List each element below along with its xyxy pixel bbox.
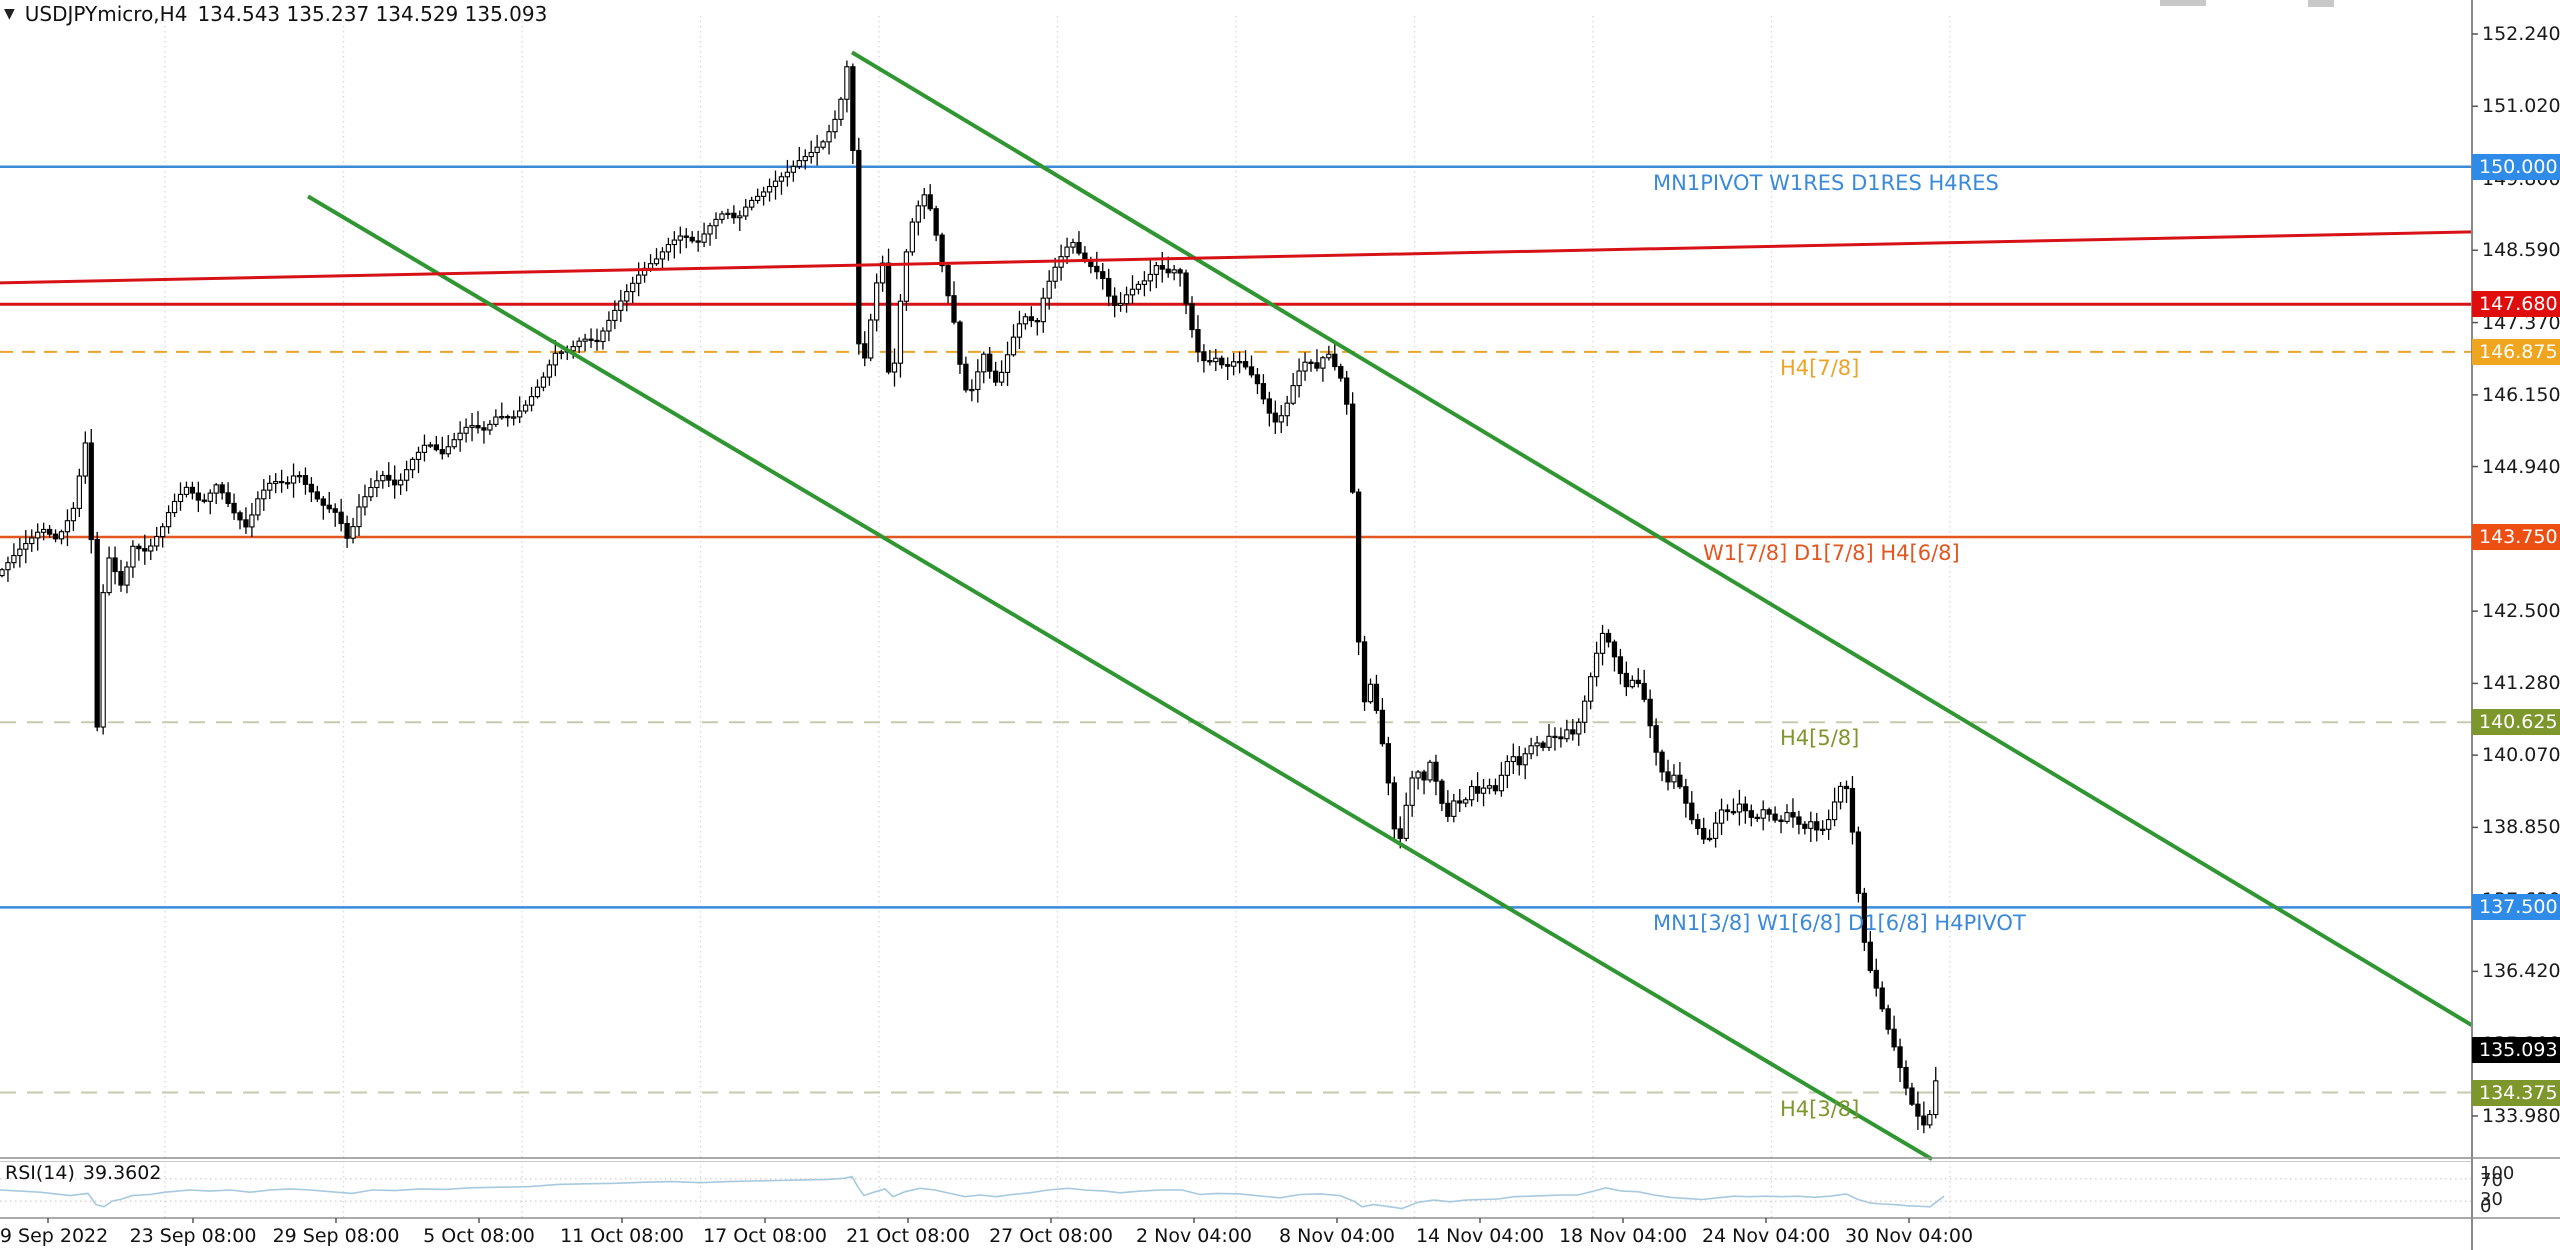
rsi-indicator-label: RSI(14) 39.3602: [5, 1162, 161, 1184]
price-tick-label: 144.940: [2482, 455, 2560, 478]
rsi-line: [0, 1175, 1945, 1210]
time-tick-label: 14 Nov 04:00: [1415, 1225, 1545, 1247]
rsi-scale-label: 0: [2480, 1196, 2492, 1217]
price-level-badge: 140.625: [2472, 709, 2560, 736]
time-tick-label: 24 Nov 04:00: [1701, 1225, 1831, 1247]
price-tick-label: 133.980: [2482, 1104, 2560, 1127]
time-tick-label: 5 Oct 08:00: [423, 1225, 535, 1247]
time-tick-label: 8 Nov 04:00: [1278, 1225, 1396, 1247]
rsi-scale-label: 30: [2480, 1189, 2503, 1210]
level-line-label: MN1PIVOT W1RES D1RES H4RES: [1653, 170, 1999, 195]
price-level-badge: 135.093: [2472, 1037, 2560, 1063]
level-line-label: W1[7/8] D1[7/8] H4[6/8]: [1703, 541, 1960, 566]
ascending-resistance[interactable]: [0, 230, 2473, 285]
price-level-badge: 143.750: [2472, 524, 2560, 551]
time-tick-label: 19 Sep 2022: [0, 1225, 109, 1247]
symbol-timeframe-label: USDJPYmicro,H4: [24, 2, 188, 26]
time-tick-label: 30 Nov 04:00: [1844, 1225, 1974, 1247]
rsi-value: 39.3602: [82, 1162, 162, 1184]
time-tick-label: 27 Oct 08:00: [989, 1225, 1113, 1247]
clipped-ui-fragment: [2308, 0, 2334, 7]
ohlc-quote-readout: 134.543 135.237 134.529 135.093: [197, 2, 548, 26]
price-tick-label: 141.280: [2482, 672, 2560, 695]
price-tick-label: 138.850: [2482, 816, 2560, 839]
level-line-label: MN1[3/8] W1[6/8] D1[6/8] H4PIVOT: [1653, 911, 2026, 936]
chart-title-bar: ▼ USDJPYmicro,H4 134.543 135.237 134.529…: [4, 2, 547, 26]
price-level-badge: 146.875: [2472, 338, 2560, 365]
price-tick-label: 136.420: [2482, 960, 2560, 983]
price-level-badge: 150.000: [2472, 153, 2560, 180]
rsi-scale-label: 70: [2480, 1170, 2503, 1191]
price-level-badge: 147.680: [2472, 291, 2560, 318]
time-tick-label: 11 Oct 08:00: [560, 1225, 684, 1247]
descending-channel-lower[interactable]: [306, 194, 1934, 1161]
rsi-scale-label: 100: [2480, 1163, 2515, 1184]
time-tick-label: 23 Sep 08:00: [129, 1225, 257, 1247]
price-tick-label: 140.070: [2482, 744, 2560, 767]
price-tick-label: 146.150: [2482, 383, 2560, 406]
symbol-dropdown-icon[interactable]: ▼: [4, 6, 15, 22]
level-line-label: H4[7/8]: [1780, 355, 1860, 380]
price-tick-label: 151.020: [2482, 95, 2560, 118]
time-tick-label: 17 Oct 08:00: [703, 1225, 827, 1247]
descending-channel-upper[interactable]: [850, 50, 2474, 1028]
price-tick-label: 148.590: [2482, 239, 2560, 262]
price-tick-label: 152.240: [2482, 23, 2560, 45]
level-line-label: H4[3/8]: [1780, 1096, 1860, 1121]
time-tick-label: 21 Oct 08:00: [846, 1225, 970, 1247]
price-level-badge: 137.500: [2472, 894, 2560, 921]
price-level-badge: 134.375: [2472, 1079, 2560, 1106]
time-tick-label: 2 Nov 04:00: [1135, 1225, 1253, 1247]
time-tick-label: 29 Sep 08:00: [272, 1225, 400, 1247]
rsi-name: RSI(14): [5, 1162, 75, 1184]
price-tick-label: 142.500: [2482, 600, 2560, 623]
time-tick-label: 18 Nov 04:00: [1558, 1225, 1688, 1247]
candles: [0, 60, 1939, 1134]
clipped-ui-fragment: [2160, 0, 2206, 6]
level-line-label: H4[5/8]: [1780, 726, 1860, 751]
